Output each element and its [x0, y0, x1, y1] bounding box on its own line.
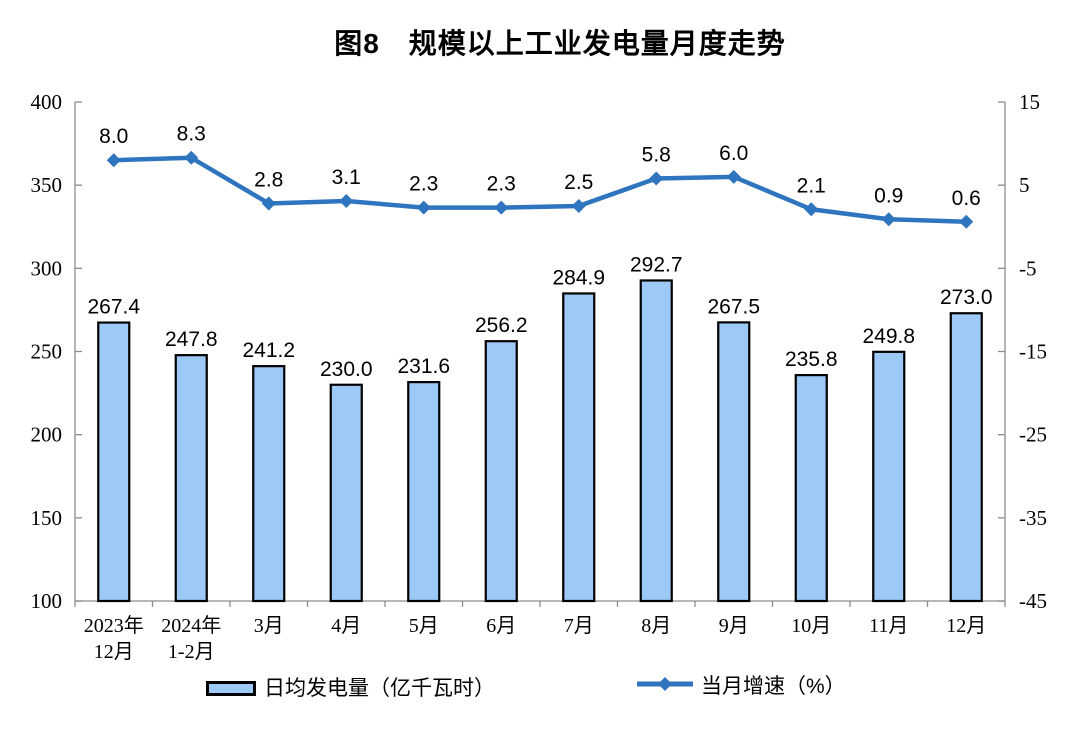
line-marker-diamond-icon	[959, 214, 974, 229]
y-axis-left-tick-label: 100	[31, 589, 63, 613]
x-axis-category-label: 12月	[94, 641, 134, 663]
x-axis-category-label: 1-2月	[168, 641, 215, 663]
line-marker-diamond-icon	[881, 212, 896, 227]
line-value-label: 8.3	[177, 123, 206, 146]
line-marker-diamond-icon	[804, 202, 819, 217]
bar-value-label: 241.2	[242, 339, 295, 362]
legend-label-monthly-growth: 当月增速（%）	[701, 674, 846, 698]
bar	[484, 340, 518, 603]
line-marker-diamond-icon	[106, 153, 121, 168]
y-axis-right-tick-label: 15	[1019, 90, 1040, 114]
y-axis-right-tick-label: -5	[1019, 256, 1037, 280]
legend-item-daily-generation: 日均发电量（亿千瓦时）	[206, 678, 495, 699]
x-axis-category-label: 10月	[791, 615, 831, 637]
line-value-label: 2.5	[564, 171, 593, 194]
bar	[97, 321, 131, 603]
bar-series-swatch	[206, 681, 256, 696]
bar	[949, 312, 983, 603]
bar-value-label: 249.8	[862, 325, 915, 348]
x-axis-category-label: 2023年	[84, 614, 144, 637]
line-value-label: 2.1	[797, 174, 826, 197]
bar	[717, 321, 751, 603]
line-marker-diamond-icon	[416, 200, 431, 215]
line-marker-diamond-icon	[649, 171, 664, 186]
line-value-label: 3.1	[332, 166, 361, 189]
line-marker-diamond-icon	[261, 196, 276, 211]
bar-value-label: 235.8	[785, 348, 838, 371]
x-axis-category-label: 9月	[719, 615, 749, 637]
y-axis-left-tick-label: 300	[31, 256, 63, 280]
y-axis-right-tick-label: -35	[1019, 506, 1047, 530]
bar	[329, 383, 363, 603]
x-axis-category-label: 2024年	[161, 614, 221, 637]
bar-value-label: 284.9	[552, 266, 605, 289]
y-axis-right-tick-label: -15	[1019, 340, 1047, 364]
line-value-label: 2.8	[254, 168, 283, 191]
growth-line	[113, 155, 967, 225]
line-marker-diamond-icon	[726, 169, 741, 184]
bar	[872, 350, 906, 603]
x-axis-category-label: 4月	[331, 615, 361, 637]
line-value-label: 5.8	[642, 144, 671, 167]
y-axis-left-tick-label: 350	[31, 173, 63, 197]
bar-value-label: 267.4	[87, 296, 140, 319]
bar-value-label: 292.7	[630, 253, 683, 276]
line-marker-diamond-icon	[571, 198, 586, 213]
line-value-label: 0.9	[874, 184, 903, 207]
x-axis-category-label: 8月	[641, 615, 671, 637]
line-value-label: 8.0	[99, 125, 128, 148]
x-axis-category-label: 7月	[564, 615, 594, 637]
line-value-label: 2.3	[487, 173, 516, 196]
x-axis-category-label: 3月	[254, 615, 284, 637]
bar-value-label: 247.8	[165, 328, 218, 351]
bar	[562, 292, 596, 603]
y-axis-left-tick-label: 150	[31, 506, 63, 530]
line-swatch-diamond-icon	[658, 677, 672, 691]
line-value-label: 0.6	[952, 187, 981, 210]
y-axis-left-tick-label: 200	[31, 423, 63, 447]
line-marker-diamond-icon	[494, 200, 509, 215]
chart-title: 图8 规模以上工业发电量月度走势	[334, 28, 786, 59]
line-value-label: 6.0	[719, 142, 748, 165]
y-axis-left-tick-label: 400	[31, 90, 63, 114]
x-axis-category-label: 6月	[486, 615, 516, 637]
bar	[794, 374, 828, 603]
bar-value-label: 267.5	[707, 295, 760, 318]
x-axis-category-label: 11月	[869, 615, 908, 637]
x-axis-category-label: 5月	[409, 615, 439, 637]
bar-value-label: 231.6	[397, 355, 450, 378]
line-marker-diamond-icon	[339, 193, 354, 208]
y-axis-right-tick-label: 5	[1019, 173, 1030, 197]
legend-item-monthly-growth: 当月增速（%）	[635, 675, 846, 697]
bar-value-label: 230.0	[320, 358, 373, 381]
bar-value-label: 273.0	[940, 286, 993, 309]
bar-value-label: 256.2	[475, 314, 528, 337]
y-axis-left-tick-label: 250	[31, 340, 63, 364]
bar	[407, 381, 441, 603]
x-axis-category-label: 12月	[946, 615, 986, 637]
y-axis-right-tick-label: -45	[1019, 589, 1047, 613]
legend-label-daily-generation: 日均发电量（亿千瓦时）	[264, 677, 495, 700]
bar	[252, 365, 286, 603]
bar	[174, 354, 208, 603]
bar	[639, 279, 673, 603]
y-axis-right-tick-label: -25	[1019, 423, 1047, 447]
line-marker-diamond-icon	[184, 150, 199, 165]
line-value-label: 2.3	[409, 173, 438, 196]
line-series-swatch	[635, 675, 695, 697]
